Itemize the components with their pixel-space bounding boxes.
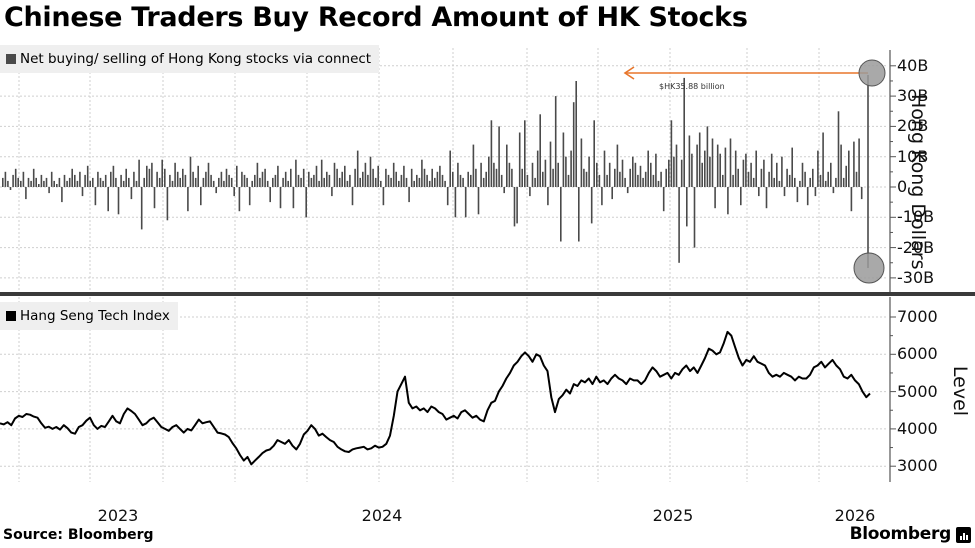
y-axis-label-top: Hong Kong Dollars <box>907 94 929 270</box>
marker-low <box>853 252 885 284</box>
y-tick-label-top: -30B <box>897 267 935 287</box>
brand-logo-text: Bloomberg <box>849 524 952 544</box>
y-tick-label-top: 10B <box>897 146 929 166</box>
grid-top <box>0 48 888 291</box>
x-tick-label: 2025 <box>652 506 694 525</box>
legend-label-net-buying: Net buying/ selling of Hong Kong stocks … <box>20 51 372 67</box>
x-tick-label: 2026 <box>834 506 876 525</box>
marker-high <box>858 59 886 87</box>
bloomberg-chart-icon <box>956 527 971 543</box>
y-axis-label-bottom: Level <box>949 365 971 417</box>
y-tick-label-top: -10B <box>897 207 935 227</box>
y-tick-label-bottom: 7000 <box>897 307 938 326</box>
index-line <box>0 330 871 466</box>
legend-swatch-line <box>6 311 16 321</box>
y-tick-label-top: 0 <box>897 177 908 196</box>
y-tick-label-top: -20B <box>897 237 935 257</box>
chart-title: Chinese Traders Buy Record Amount of HK … <box>4 2 748 33</box>
grid-bottom <box>0 297 888 482</box>
annotation-label: $HK35.88 billion <box>659 82 725 91</box>
y-tick-label-bottom: 4000 <box>897 418 938 438</box>
y-tick-label-top: 30B <box>897 86 929 106</box>
y-tick-label-bottom: 6000 <box>897 344 938 364</box>
source-note: Source: Bloomberg <box>3 527 154 543</box>
legend-net-buying: Net buying/ selling of Hong Kong stocks … <box>0 45 380 73</box>
y-tick-label-top: 20B <box>897 116 929 136</box>
y-tick-label-bottom: 3000 <box>897 456 938 476</box>
bar-series <box>2 77 863 263</box>
x-tick-label: 2023 <box>97 506 139 525</box>
legend-hang-seng: Hang Seng Tech Index <box>0 302 178 330</box>
legend-label-hang-seng: Hang Seng Tech Index <box>20 308 170 324</box>
x-tick-label: 2024 <box>361 506 403 525</box>
legend-swatch-bars <box>6 54 16 64</box>
y-tick-label-top: 40B <box>897 55 929 75</box>
annotation-arrow-head-icon <box>623 66 635 80</box>
y-tick-label-bottom: 5000 <box>897 381 938 401</box>
axis-ticks <box>890 65 896 467</box>
